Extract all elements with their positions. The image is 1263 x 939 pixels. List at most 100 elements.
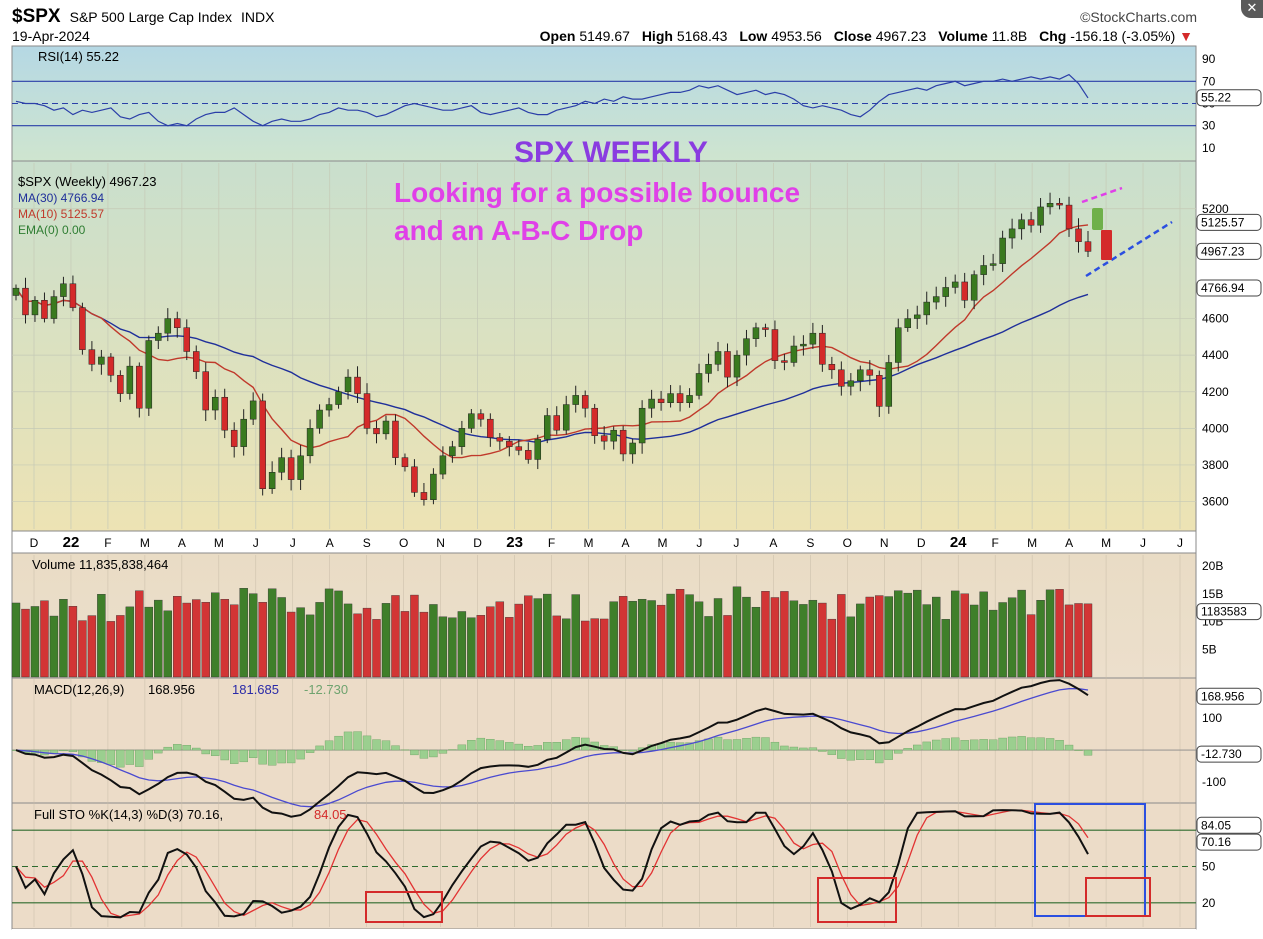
price-candle	[477, 409, 485, 427]
macd-hist-legend: -12.730	[304, 682, 348, 697]
ma30-last-box: 4766.94	[1196, 279, 1262, 297]
macd-hist-bar	[400, 749, 410, 751]
month-tick-label: A	[769, 536, 777, 550]
volume-bar	[239, 588, 248, 678]
price-candle	[553, 406, 560, 435]
price-candle	[895, 318, 902, 372]
price-candle	[1018, 213, 1025, 240]
volume-bar	[884, 596, 893, 678]
month-tick-label: A	[1065, 536, 1073, 550]
price-candle	[373, 420, 380, 444]
volume-bar	[723, 615, 732, 678]
volume-bar	[1026, 614, 1036, 678]
volume-bar	[609, 601, 618, 678]
volume-bar	[618, 596, 628, 678]
candle-body	[657, 398, 665, 403]
macd-hist-bar	[922, 741, 931, 751]
candle-body	[297, 455, 304, 480]
volume-tick-label: 20B	[1202, 559, 1223, 573]
price-candle	[752, 322, 760, 347]
month-tick-label: M	[1027, 536, 1037, 550]
volume-bar	[865, 596, 875, 678]
volume-bar	[220, 599, 229, 678]
candle-body	[268, 472, 276, 489]
macd-hist-bar	[1083, 749, 1093, 756]
macd-hist-bar	[182, 745, 191, 751]
rsi-line	[15, 73, 1089, 127]
price-candle	[325, 397, 333, 417]
candle-body	[828, 364, 836, 371]
candle-body	[961, 281, 968, 301]
price-candle	[581, 390, 589, 418]
macd-hist-bar	[267, 749, 277, 766]
candle-body	[1037, 206, 1044, 226]
month-axis-strip	[11, 530, 1197, 554]
candle-body	[553, 415, 560, 431]
macd-hist-bar	[229, 749, 239, 764]
candle-body	[259, 400, 266, 489]
candle-body	[506, 440, 513, 447]
volume-bar	[201, 602, 210, 678]
close-icon[interactable]: ✕	[1241, 0, 1263, 18]
volume-bar	[827, 618, 837, 678]
macd-hist-bar	[1036, 737, 1045, 751]
price-tick-label: 3800	[1202, 458, 1229, 472]
candle-body	[581, 395, 589, 409]
macd-signal-legend: 181.685	[232, 682, 279, 697]
price-candle	[857, 365, 864, 392]
price-candle	[771, 320, 779, 369]
macd-hist-bar	[106, 749, 116, 765]
candle-body	[1056, 203, 1063, 206]
value-box-text: 4766.94	[1201, 281, 1245, 295]
macd-hist-bar	[562, 739, 571, 751]
volume-bar	[173, 596, 182, 678]
volume-bar	[533, 598, 542, 678]
price-candle	[885, 354, 893, 414]
price-candle	[306, 419, 314, 464]
candle-body	[705, 364, 712, 374]
candle-body	[211, 396, 219, 411]
price-candle	[600, 426, 608, 450]
macd-hist-bar	[201, 749, 210, 755]
candle-body	[174, 318, 181, 328]
rsi-tick-label: 70	[1202, 74, 1216, 88]
sto-box-oct22	[365, 891, 443, 923]
bottom-axis-strip	[12, 929, 1196, 939]
price-candle	[382, 415, 390, 440]
price-candle	[619, 425, 627, 462]
macd-hist-bar	[505, 742, 514, 751]
value-box-frame	[1196, 279, 1262, 297]
candle-body	[401, 457, 409, 468]
candle-body	[619, 429, 627, 455]
price-tick-label: 4400	[1202, 348, 1229, 362]
candle-body	[1008, 228, 1016, 239]
down-arrow-icon: ▼	[1179, 28, 1193, 44]
month-tick-label: A	[621, 536, 629, 550]
sto-tick-label: 50	[1202, 860, 1216, 874]
macd-hist-bar	[998, 737, 1007, 751]
volume-bar	[381, 603, 391, 678]
volume-tick-label: 5B	[1202, 642, 1217, 656]
price-candle	[904, 309, 912, 332]
macd-hist-bar	[144, 749, 154, 760]
volume-bar	[116, 615, 125, 678]
macd-hist-bar	[704, 738, 713, 751]
chart-date: 19-Apr-2024	[12, 28, 90, 44]
volume-bar	[1036, 600, 1045, 678]
macd-lines	[11, 679, 1196, 818]
price-candle	[724, 343, 731, 388]
price-candle	[648, 389, 655, 418]
price-candle	[961, 272, 968, 309]
price-legend: $SPX (Weekly) 4967.23	[18, 174, 157, 189]
candle-body	[325, 404, 333, 411]
volume-bar	[391, 595, 400, 678]
volume-bar	[903, 592, 912, 678]
volume-bar	[894, 590, 903, 678]
macd-hist-bar	[286, 749, 296, 764]
sto-d-legend: 84.05	[314, 807, 347, 822]
volume-value: 11.8B	[991, 28, 1028, 44]
volume-bar	[362, 607, 372, 678]
price-candle	[174, 311, 181, 338]
volume-bar	[562, 618, 571, 678]
volume-bar	[68, 606, 78, 678]
